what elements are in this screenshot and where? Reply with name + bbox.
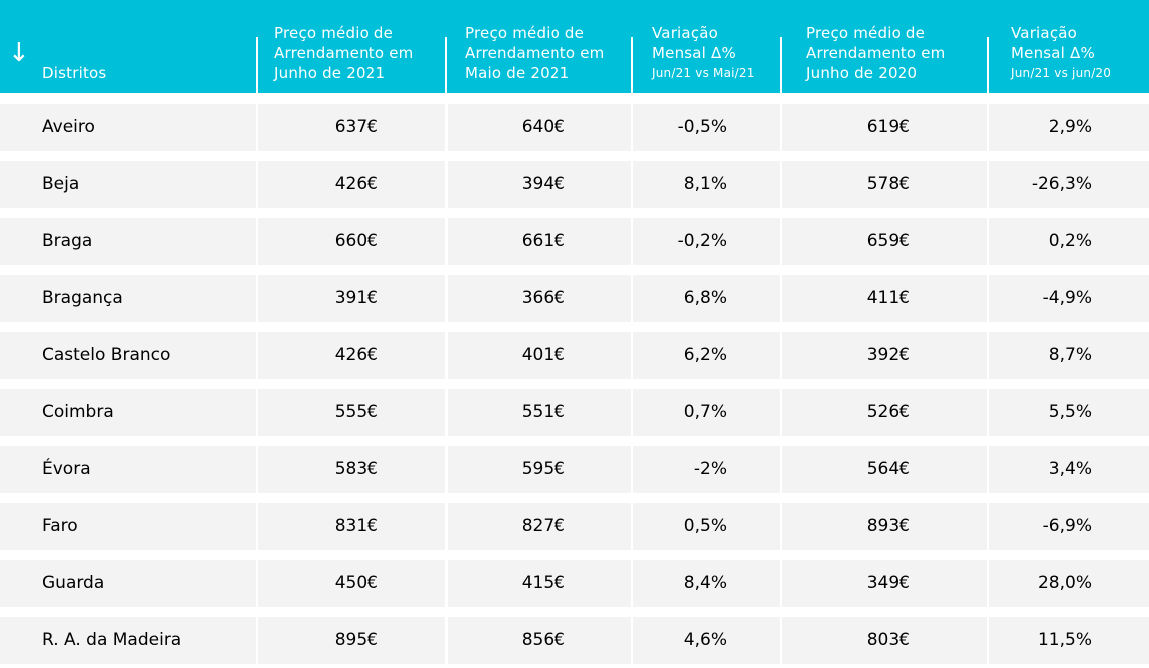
table-row: Coimbra 555€ 551€ 0,7% 526€ 5,5% [0, 389, 1149, 436]
divider [256, 37, 258, 93]
table-cell: 8,7% [989, 332, 1149, 379]
table-cell: 551€ [448, 389, 631, 436]
table-cell: 366€ [448, 275, 631, 322]
table-cell: 391€ [258, 275, 445, 322]
table-cell: 831€ [258, 503, 445, 550]
table-cell: -2% [633, 446, 780, 493]
table-cell: 28,0% [989, 560, 1149, 607]
table-row: Castelo Branco 426€ 401€ 6,2% 392€ 8,7% [0, 332, 1149, 379]
district-name: Castelo Branco [0, 332, 256, 379]
table-row: Évora 583€ 595€ -2% 564€ 3,4% [0, 446, 1149, 493]
table-cell: 349€ [782, 560, 987, 607]
header-sub: Jun/21 vs jun/20 [1011, 66, 1112, 80]
table-cell: 415€ [448, 560, 631, 607]
table-cell: 401€ [448, 332, 631, 379]
table-cell: 426€ [258, 161, 445, 208]
table-cell: 640€ [448, 104, 631, 151]
header-yearly-variation: Variação Mensal Δ% Jun/21 vs jun/20 [1011, 23, 1136, 83]
table-cell: 6,8% [633, 275, 780, 322]
table-row: R. A. da Madeira 895€ 856€ 4,6% 803€ 11,5% [0, 617, 1149, 664]
divider [780, 37, 782, 93]
table-cell: 3,4% [989, 446, 1149, 493]
district-name: Braga [0, 218, 256, 265]
divider [445, 37, 447, 93]
table-row: Braga 660€ 661€ -0,2% 659€ 0,2% [0, 218, 1149, 265]
district-name: Faro [0, 503, 256, 550]
table-cell: 578€ [782, 161, 987, 208]
header-label: Variação Mensal Δ% [1011, 24, 1095, 62]
table-cell: -4,9% [989, 275, 1149, 322]
table-row: Guarda 450€ 415€ 8,4% 349€ 28,0% [0, 560, 1149, 607]
header-price-may-2021: Preço médio de Arrendamento em Maio de 2… [465, 24, 605, 82]
district-name: R. A. da Madeira [0, 617, 256, 664]
district-name: Guarda [0, 560, 256, 607]
district-name: Beja [0, 161, 256, 208]
header-label: Variação Mensal Δ% [652, 24, 736, 62]
district-name: Bragança [0, 275, 256, 322]
table-cell: 426€ [258, 332, 445, 379]
table-cell: 827€ [448, 503, 631, 550]
table-cell: 893€ [782, 503, 987, 550]
table-cell: 564€ [782, 446, 987, 493]
table-cell: 8,4% [633, 560, 780, 607]
table-row: Bragança 391€ 366€ 6,8% 411€ -4,9% [0, 275, 1149, 322]
table-cell: 0,2% [989, 218, 1149, 265]
table-cell: 661€ [448, 218, 631, 265]
table-cell: 450€ [258, 560, 445, 607]
header-districts: Distritos [42, 64, 107, 82]
arrow-down-icon: ↓ [8, 38, 30, 68]
table-header: ↓ Distritos Preço médio de Arrendamento … [0, 0, 1149, 93]
table-row: Aveiro 637€ 640€ -0,5% 619€ 2,9% [0, 104, 1149, 151]
header-monthly-variation: Variação Mensal Δ% Jun/21 vs Mai/21 [652, 23, 777, 83]
table-cell: 392€ [782, 332, 987, 379]
table-cell: 619€ [782, 104, 987, 151]
district-name: Évora [0, 446, 256, 493]
table-cell: 0,5% [633, 503, 780, 550]
table-cell: 11,5% [989, 617, 1149, 664]
table-row: Beja 426€ 394€ 8,1% 578€ -26,3% [0, 161, 1149, 208]
table-cell: 856€ [448, 617, 631, 664]
table-cell: 637€ [258, 104, 445, 151]
table-cell: 0,7% [633, 389, 780, 436]
table-cell: 659€ [782, 218, 987, 265]
table-cell: 660€ [258, 218, 445, 265]
table-cell: 4,6% [633, 617, 780, 664]
table-cell: 595€ [448, 446, 631, 493]
table-cell: 5,5% [989, 389, 1149, 436]
table-cell: 803€ [782, 617, 987, 664]
table-cell: 2,9% [989, 104, 1149, 151]
table-cell: 895€ [258, 617, 445, 664]
district-name: Aveiro [0, 104, 256, 151]
divider [631, 37, 633, 93]
table-cell: -0,2% [633, 218, 780, 265]
district-name: Coimbra [0, 389, 256, 436]
table-cell: 583€ [258, 446, 445, 493]
header-price-jun-2021: Preço médio de Arrendamento em Junho de … [274, 24, 414, 82]
table-cell: 555€ [258, 389, 445, 436]
table-cell: 8,1% [633, 161, 780, 208]
table-cell: -26,3% [989, 161, 1149, 208]
table-cell: -0,5% [633, 104, 780, 151]
table-cell: -6,9% [989, 503, 1149, 550]
table-cell: 6,2% [633, 332, 780, 379]
header-price-jun-2020: Preço médio de Arrendamento em Junho de … [806, 24, 946, 82]
table-row: Faro 831€ 827€ 0,5% 893€ -6,9% [0, 503, 1149, 550]
table-cell: 411€ [782, 275, 987, 322]
header-sub: Jun/21 vs Mai/21 [652, 66, 755, 80]
table-cell: 394€ [448, 161, 631, 208]
divider [987, 37, 989, 93]
table-cell: 526€ [782, 389, 987, 436]
